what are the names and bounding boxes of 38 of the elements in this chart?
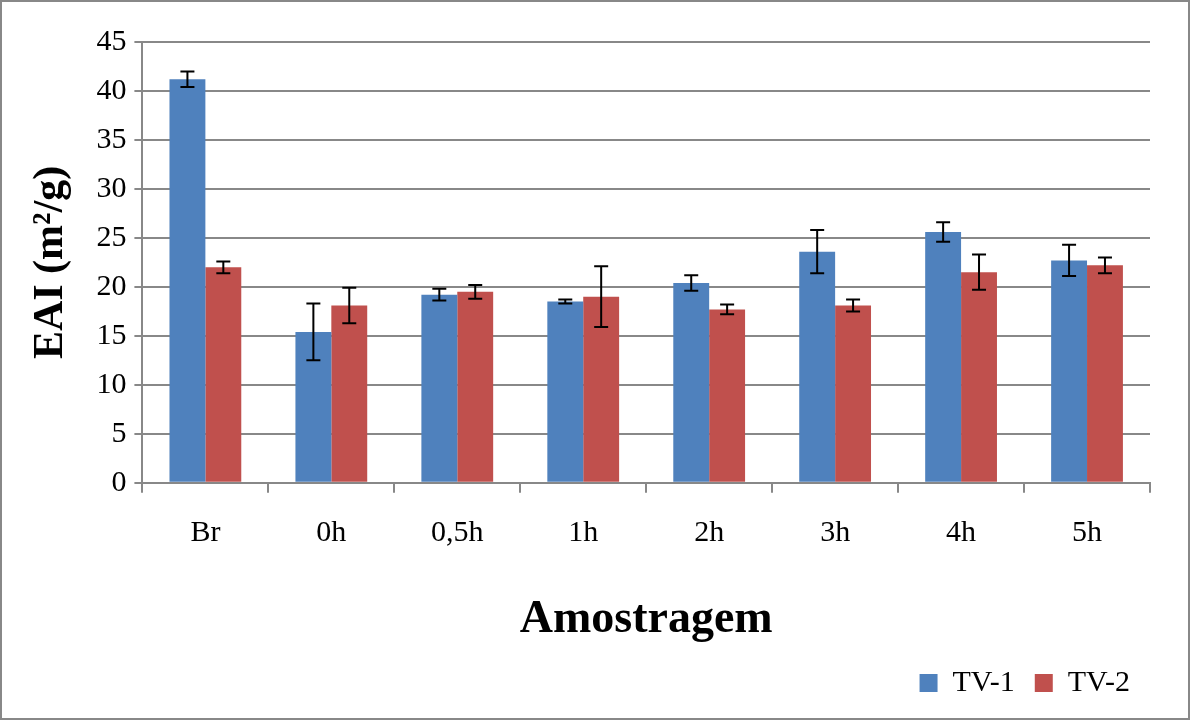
bar [1051, 260, 1088, 482]
y-tick-label: 10 [96, 365, 127, 399]
y-axis-title: EAI (m²/g) [25, 165, 73, 360]
legend-label: TV-2 [1067, 663, 1131, 697]
bar [547, 301, 584, 482]
bar [421, 294, 458, 482]
bar [835, 305, 872, 482]
bar [925, 232, 962, 482]
bar [709, 309, 746, 482]
x-tick-label: 1h [568, 513, 599, 547]
bar [331, 305, 368, 482]
bar [205, 267, 242, 482]
x-tick-label: 0,5h [431, 513, 484, 547]
x-tick-label: 5h [1072, 513, 1103, 547]
legend-label: TV-1 [952, 663, 1015, 697]
x-axis-title: Amostragem [519, 591, 773, 643]
x-tick-label: Br [190, 513, 221, 547]
y-tick-label: 45 [96, 22, 127, 56]
y-tick-label: 0 [111, 463, 127, 497]
y-tick-label: 20 [96, 267, 127, 301]
y-tick-label: 40 [96, 71, 127, 105]
y-tick-label: 25 [96, 218, 127, 252]
bar [673, 282, 710, 482]
bar [169, 79, 206, 482]
y-tick-label: 30 [96, 169, 127, 203]
x-tick-label: 4h [946, 513, 977, 547]
bar [1087, 265, 1123, 482]
x-tick-label: 3h [820, 513, 851, 547]
y-tick-label: 5 [111, 414, 127, 448]
y-tick-label: 35 [96, 120, 127, 154]
y-tick-label: 15 [96, 316, 127, 350]
x-tick-label: 0h [316, 513, 347, 547]
bar [583, 296, 620, 482]
bar [457, 291, 494, 482]
x-tick-label: 2h [694, 513, 725, 547]
bar [961, 272, 997, 482]
bar [295, 331, 332, 482]
bar [799, 251, 836, 482]
